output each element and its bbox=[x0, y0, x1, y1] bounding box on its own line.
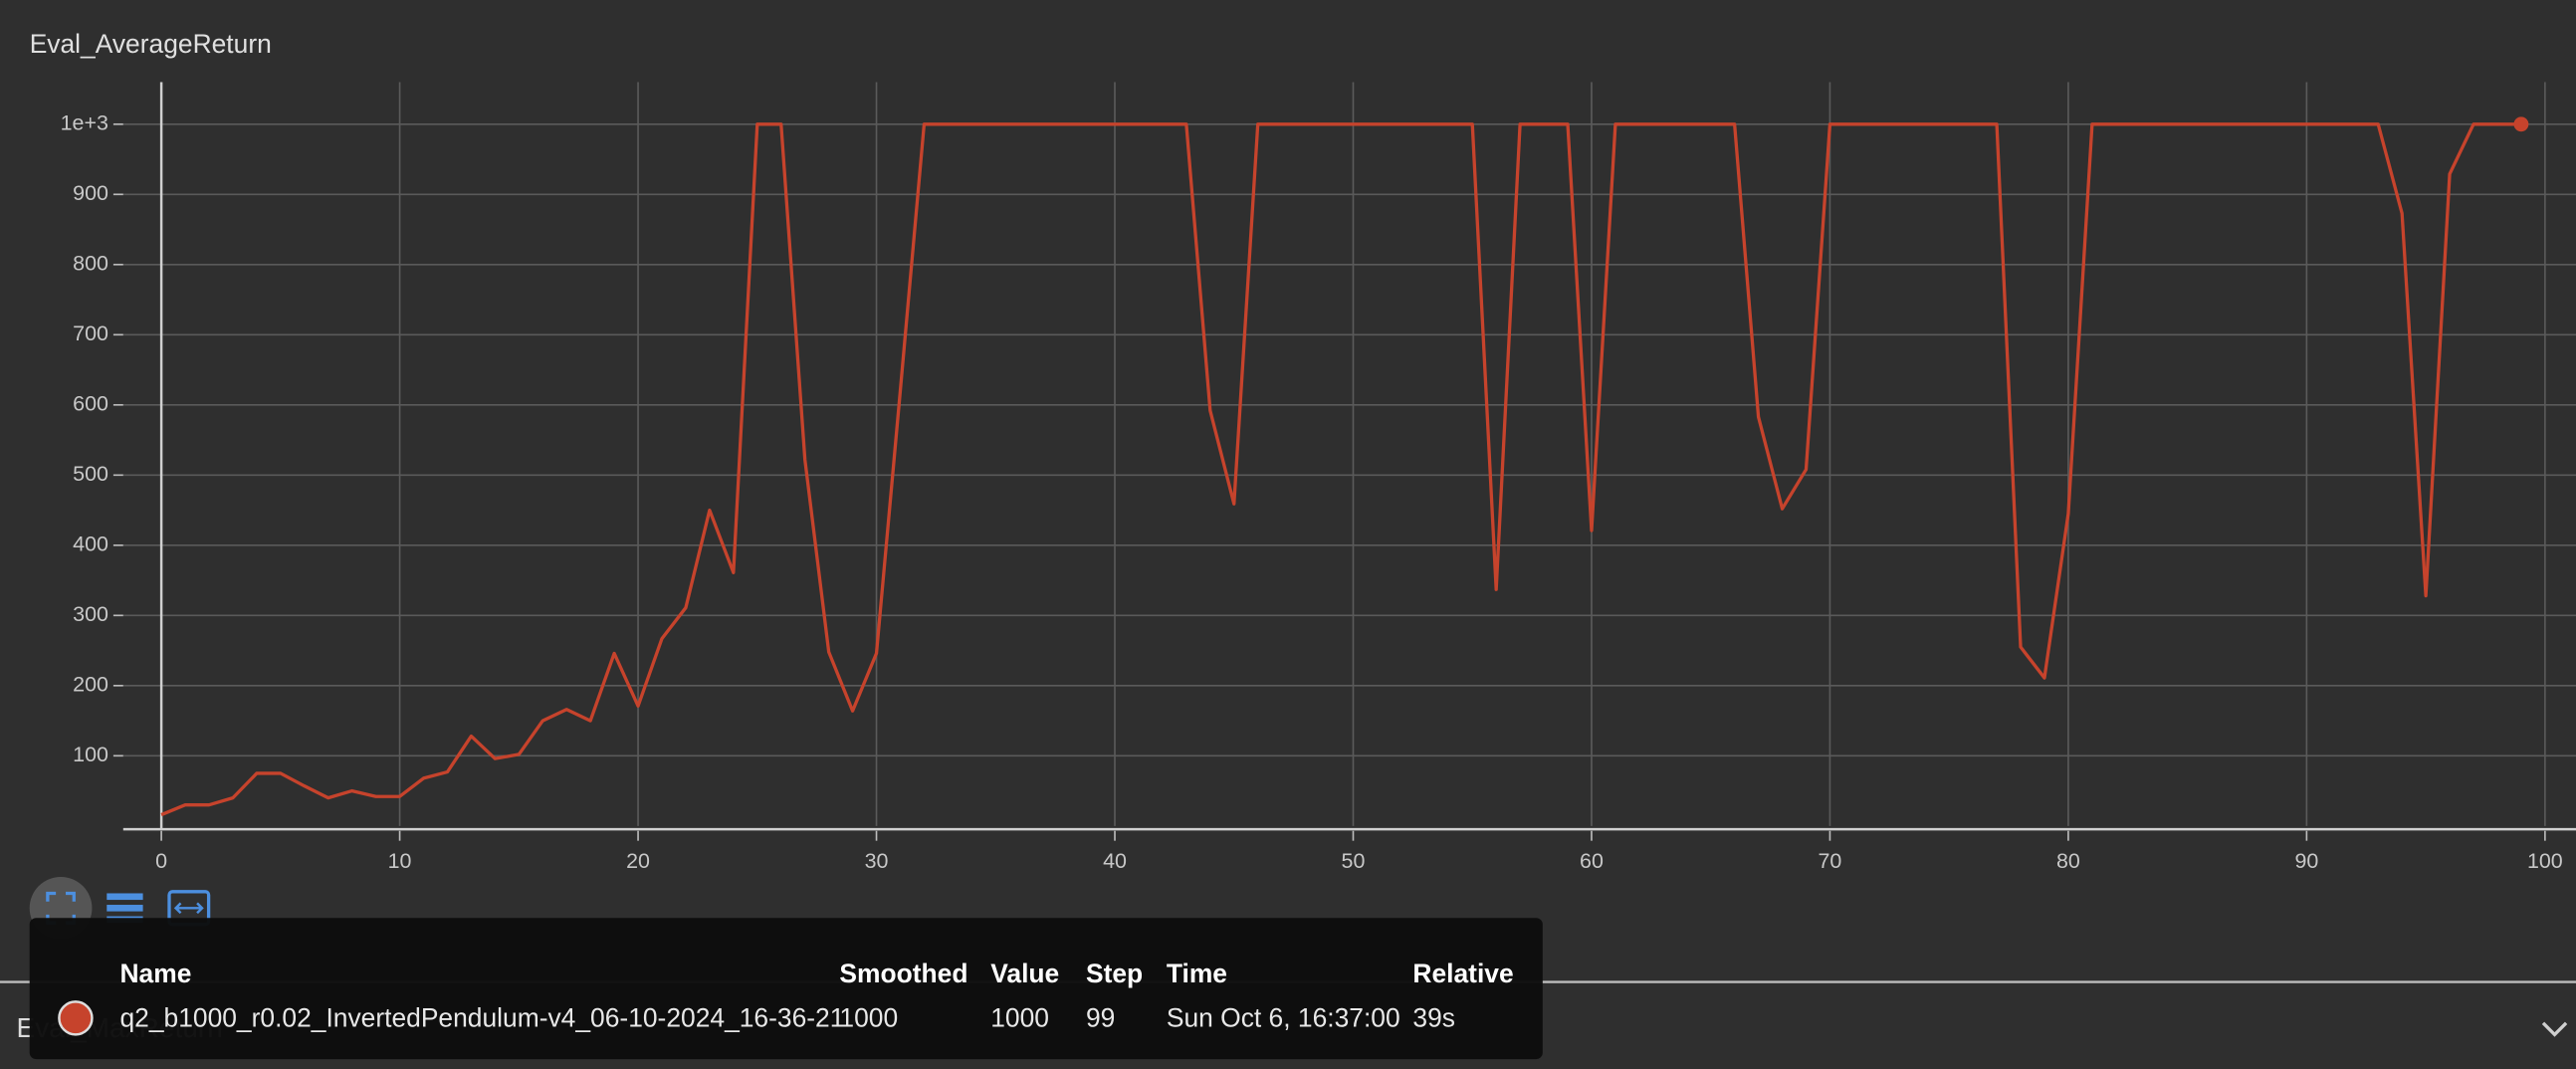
tooltip-header: Smoothed bbox=[839, 959, 967, 988]
tooltip-header: Relative bbox=[1412, 959, 1513, 988]
x-tick-label: 20 bbox=[626, 849, 650, 873]
tooltip bbox=[29, 918, 1543, 1060]
tooltip-header: Value bbox=[990, 959, 1059, 988]
y-tick-label: 600 bbox=[73, 391, 108, 415]
tooltip-swatch bbox=[58, 1000, 94, 1036]
series-line bbox=[160, 122, 2521, 817]
y-tick-label: 900 bbox=[73, 181, 108, 205]
y-tick-label: 200 bbox=[73, 673, 108, 697]
tooltip-header: Time bbox=[1167, 959, 1227, 988]
x-tick-label: 60 bbox=[1580, 849, 1604, 873]
tooltip-cell: 1000 bbox=[990, 1002, 1049, 1032]
x-tick-label: 90 bbox=[2294, 849, 2318, 873]
y-tick-label: 100 bbox=[73, 743, 108, 766]
y-tick-label: 800 bbox=[73, 251, 108, 275]
x-tick-label: 50 bbox=[1342, 849, 1366, 873]
chart-title: Eval_AverageReturn bbox=[30, 29, 272, 59]
x-tick-label: 70 bbox=[1819, 849, 1842, 873]
y-tick-label: 500 bbox=[73, 462, 108, 486]
x-tick-label: 30 bbox=[865, 849, 889, 873]
tooltip-cell: Sun Oct 6, 16:37:00 bbox=[1167, 1002, 1400, 1032]
y-tick-label: 1e+3 bbox=[61, 110, 108, 134]
tooltip-cell: 39s bbox=[1412, 1002, 1455, 1032]
y-tick-label: 400 bbox=[73, 532, 108, 555]
tooltip-cell: q2_b1000_r0.02_InvertedPendulum-v4_06-10… bbox=[119, 1002, 844, 1032]
y-tick-label: 300 bbox=[73, 602, 108, 626]
tooltip-header: Step bbox=[1086, 959, 1143, 988]
x-tick-label: 80 bbox=[2056, 849, 2080, 873]
y-tick-label: 700 bbox=[73, 321, 108, 345]
tooltip-cell: 1000 bbox=[839, 1002, 898, 1032]
x-tick-label: 40 bbox=[1103, 849, 1127, 873]
x-tick-label: 0 bbox=[155, 849, 167, 873]
plot: 0 10 20 30 40 50 60 70 80 90 100 100 200 300 400 500 600… bbox=[61, 82, 2576, 873]
tooltip-table: Name Smoothed Value Step Time Relative q2_b100… bbox=[58, 959, 1514, 1036]
tooltip-header: Name bbox=[119, 959, 191, 988]
fullscreen-icon bbox=[46, 891, 76, 925]
expand-chevron[interactable] bbox=[2541, 1021, 2568, 1037]
last-point-marker bbox=[2513, 116, 2529, 132]
x-tick-label: 10 bbox=[388, 849, 412, 873]
x-tick-label: 100 bbox=[2527, 849, 2563, 873]
tooltip-cell: 99 bbox=[1086, 1002, 1115, 1032]
